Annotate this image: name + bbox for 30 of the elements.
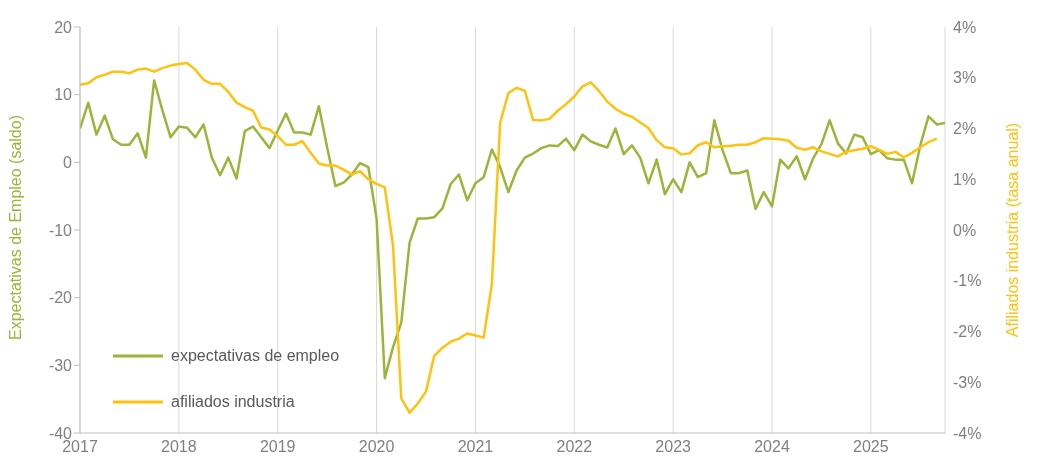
y-tick-label: -10 <box>48 221 73 239</box>
y2-tick-label: -2% <box>953 323 982 341</box>
y-tick-label: -20 <box>48 289 73 307</box>
y2-tick-label: 3% <box>953 69 977 87</box>
y-tick-label: 20 <box>54 18 73 36</box>
y2-tick-label: -3% <box>953 373 982 391</box>
line-series <box>80 79 945 380</box>
y2-tick-label: -4% <box>953 424 982 442</box>
x-tick-label: 2022 <box>556 438 593 456</box>
y2-axis-title: Afiliados industria (tasa anual) <box>1003 122 1021 338</box>
x-tick-label: 2021 <box>457 438 494 456</box>
x-tick-label: 2017 <box>62 438 98 456</box>
x-tick-label: 2019 <box>259 438 296 456</box>
legend-label: expectativas de empleo <box>171 347 340 365</box>
y2-tick-label: 1% <box>953 170 977 188</box>
y2-tick-label: 4% <box>953 18 977 36</box>
y-axis-title: Expectativas de Empleo (saldo) <box>6 115 24 340</box>
x-tick-label: 2018 <box>161 438 197 456</box>
y-tick-label: -30 <box>48 357 73 375</box>
line-series <box>80 61 939 414</box>
x-tick-label: 2024 <box>754 438 790 456</box>
legend-label: afiliados industria <box>171 393 295 411</box>
y2-tick-label: 0% <box>953 221 977 239</box>
x-tick-label: 2023 <box>655 438 692 456</box>
x-tick-label: 2025 <box>853 438 889 456</box>
y2-tick-label: -1% <box>953 272 982 290</box>
y-tick-label: 0 <box>63 154 73 172</box>
y-tick-label: 10 <box>54 86 73 104</box>
y2-tick-label: 2% <box>953 120 977 138</box>
x-tick-label: 2020 <box>358 438 395 456</box>
